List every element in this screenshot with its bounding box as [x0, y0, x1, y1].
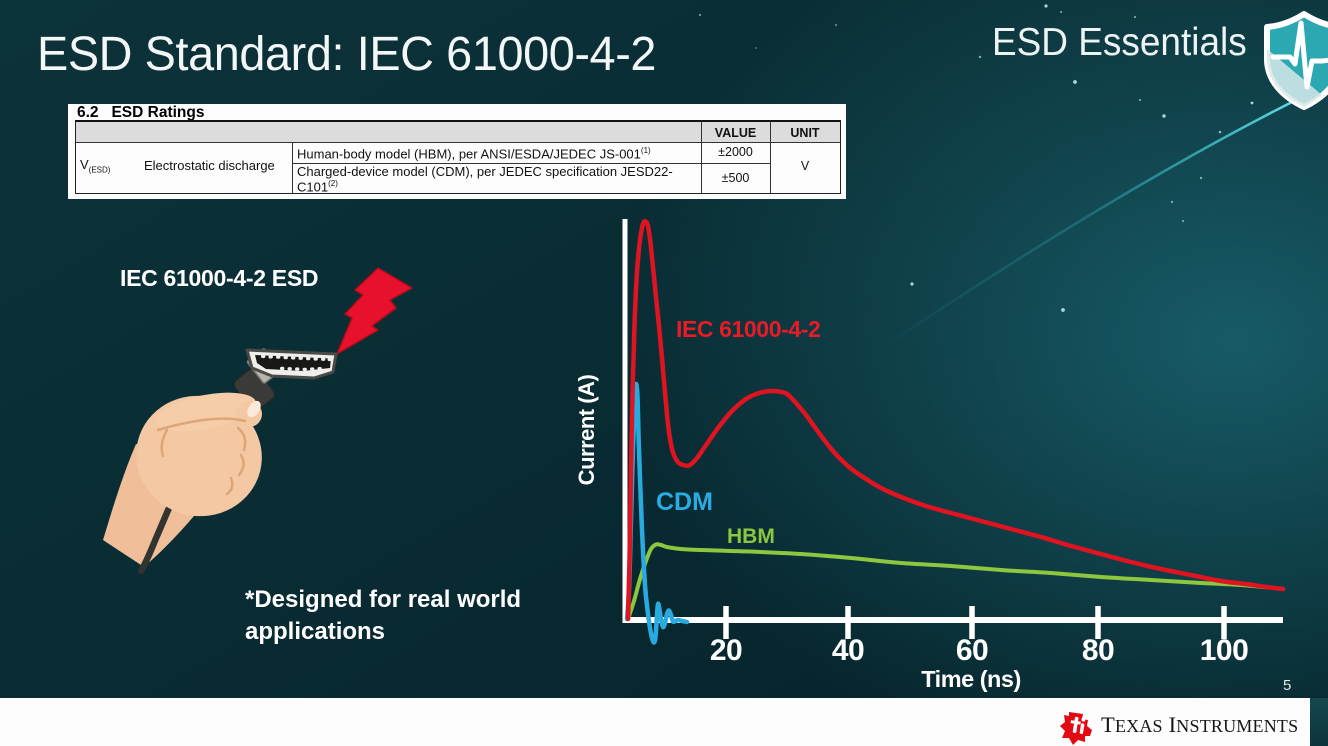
svg-text:Time (ns): Time (ns) — [921, 666, 1021, 692]
svg-text:100: 100 — [1200, 634, 1249, 667]
svg-text:60: 60 — [956, 634, 988, 667]
svg-text:HBM: HBM — [727, 525, 775, 548]
svg-text:40: 40 — [832, 634, 864, 667]
svg-text:CDM: CDM — [656, 488, 713, 516]
svg-text:20: 20 — [710, 634, 742, 667]
svg-text:80: 80 — [1082, 634, 1114, 667]
svg-text:Current (A): Current (A) — [574, 375, 599, 486]
svg-text:IEC 61000-4-2: IEC 61000-4-2 — [676, 316, 820, 342]
